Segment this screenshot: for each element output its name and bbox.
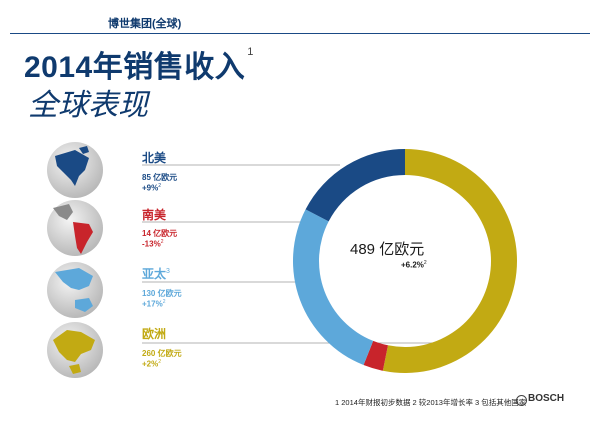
title-footnote-marker: 1 [247, 46, 254, 58]
region-value-south-america: 14 亿欧元 [142, 229, 178, 238]
slice-north-america [305, 149, 405, 222]
footnotes: 1 2014年财报初步数据 2 较2013年增长率 3 包括其他国家 [335, 398, 527, 407]
page-subtitle: 全球表现 [28, 89, 148, 122]
region-name-europe: 欧洲 [142, 327, 167, 341]
donut-slices [293, 149, 517, 373]
region-growth-north-america: +9%2 [142, 183, 162, 193]
region-value-north-america: 85 亿欧元 [142, 173, 178, 182]
globe-south-america-icon [47, 200, 103, 256]
donut-total-growth: +6.2%2 [401, 260, 427, 270]
company-group-label: 博世集团(全球) [108, 18, 182, 30]
brand-wordmark: BOSCH [528, 393, 565, 404]
region-growth-south-america: -13%2 [142, 239, 164, 249]
globe-europe-icon [47, 322, 103, 378]
page-title: 2014年销售收入 1 [24, 46, 254, 84]
region-growth-europe: +2%2 [142, 359, 162, 369]
header-divider [10, 33, 590, 34]
connector-lines [142, 164, 440, 344]
bosch-logo-icon [516, 395, 527, 406]
globe-north-america-icon [47, 142, 103, 198]
slice-south-america [363, 340, 388, 371]
globe-asia-pacific-icon [47, 262, 103, 318]
slice-europe [382, 149, 517, 373]
donut-total-label: 489 亿欧元 [350, 241, 425, 258]
region-name-asia-pacific: 亚太3 [142, 267, 170, 281]
region-value-europe: 260 亿欧元 [142, 349, 182, 358]
slice-asia-pacific [293, 209, 374, 366]
region-name-south-america: 南美 [142, 208, 167, 222]
region-name-north-america: 北美 [142, 151, 167, 165]
region-growth-asia-pacific: +17%2 [142, 299, 166, 309]
region-value-asia-pacific: 130 亿欧元 [142, 289, 182, 298]
